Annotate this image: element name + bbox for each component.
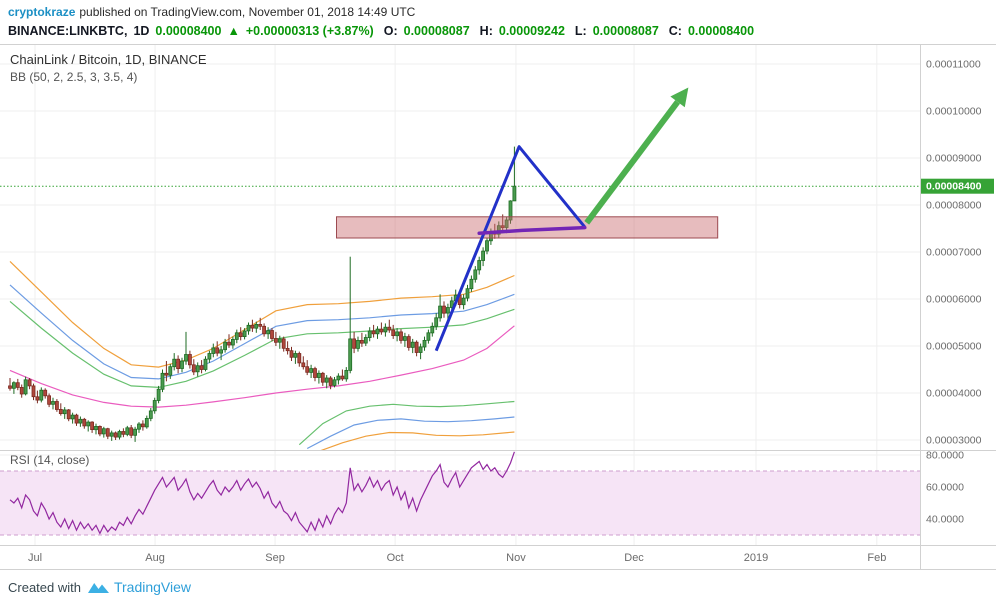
created-with-text: Created with <box>8 579 81 595</box>
tradingview-brand-text: TradingView <box>113 579 192 595</box>
band-bb-lower-blue <box>306 416 515 450</box>
tradingview-link[interactable]: TradingView <box>87 579 192 595</box>
zigzag-drawing[interactable] <box>434 145 586 352</box>
close-value: 0.00008400 <box>687 24 755 38</box>
svg-text:Jul: Jul <box>28 552 42 564</box>
svg-text:0.00008000: 0.00008000 <box>926 200 982 212</box>
band-bb-lower-orange <box>320 431 515 450</box>
high-label: H: <box>479 24 493 38</box>
svg-text:0.00004000: 0.00004000 <box>926 388 982 400</box>
svg-text:Feb: Feb <box>867 552 886 564</box>
arrow-head-icon <box>670 87 689 108</box>
bb-indicator-label: BB (50, 2, 2.5, 3, 3.5, 4) <box>10 70 138 84</box>
time-axis[interactable]: Jul Aug Sep Oct Nov Dec 2019 Feb <box>28 552 886 564</box>
chart-area[interactable]: 0.00011000 0.00010000 0.00009000 0.00008000… <box>0 44 996 570</box>
svg-text:Dec: Dec <box>624 552 644 564</box>
chart-title: ChainLink / Bitcoin, 1D, BINANCE <box>10 52 207 67</box>
last-price-badge <box>921 178 994 194</box>
open-value: 0.00008087 <box>403 24 470 38</box>
main-pane[interactable] <box>0 87 920 452</box>
candles-layer <box>8 146 517 442</box>
svg-text:Aug: Aug <box>145 552 165 564</box>
svg-text:0.00008400: 0.00008400 <box>926 181 982 193</box>
footer: Created with TradingView <box>0 570 996 604</box>
rsi-indicator-label: RSI (14, close) <box>10 453 90 467</box>
low-value: 0.00008087 <box>592 24 659 38</box>
chart-canvas[interactable]: 0.00011000 0.00010000 0.00009000 0.00008000… <box>0 44 996 570</box>
svg-text:0.00009000: 0.00009000 <box>926 153 982 165</box>
close-label: C: <box>668 24 682 38</box>
last-price-text: 0.00008400 <box>155 24 222 38</box>
svg-text:0.00006000: 0.00006000 <box>926 294 982 306</box>
svg-text:0.00003000: 0.00003000 <box>926 435 982 447</box>
svg-text:40.0000: 40.0000 <box>926 514 964 526</box>
band-bb-upper-blue <box>9 284 515 380</box>
username-link[interactable]: cryptokraze <box>8 5 76 19</box>
up-arrow-icon: ▲ <box>227 24 240 38</box>
svg-text:60.0000: 60.0000 <box>926 482 964 494</box>
rsi-line <box>9 451 515 535</box>
tradingview-logo-icon <box>87 582 109 593</box>
pane-separators <box>0 44 996 570</box>
arrow-drawing[interactable] <box>584 100 680 225</box>
svg-text:Oct: Oct <box>387 552 404 564</box>
open-label: O: <box>383 24 398 38</box>
svg-text:Nov: Nov <box>506 552 526 564</box>
publish-info: published on TradingView.com, November 0… <box>79 5 416 19</box>
symbol-bar: BINANCE:LINKBTC, 1D 0.00008400 ▲ +0.0000… <box>0 22 996 44</box>
publish-header: cryptokraze published on TradingView.com… <box>0 0 996 22</box>
resistance-zone-rect[interactable] <box>336 216 719 239</box>
interval-label: 1D <box>133 24 150 38</box>
svg-text:2019: 2019 <box>744 552 768 564</box>
svg-text:0.00011000: 0.00011000 <box>926 59 981 71</box>
band-bb-magenta <box>9 325 515 408</box>
svg-text:80.0000: 80.0000 <box>926 450 964 462</box>
svg-text:0.00007000: 0.00007000 <box>926 247 982 259</box>
band-bb-lower-green <box>298 400 515 446</box>
low-label: L: <box>574 24 587 38</box>
band-bb-upper-green <box>9 300 515 389</box>
symbol-name: BINANCE:LINKBTC, <box>8 24 128 38</box>
svg-text:0.00005000: 0.00005000 <box>926 341 982 353</box>
rsi-pane[interactable] <box>0 451 920 536</box>
svg-text:0.00010000: 0.00010000 <box>926 106 982 118</box>
price-axis[interactable]: 0.00011000 0.00010000 0.00009000 0.00008000… <box>921 59 994 526</box>
svg-text:Sep: Sep <box>265 552 285 564</box>
price-change-text: +0.00000313 (+3.87%) <box>245 24 374 38</box>
trendline-drawing[interactable] <box>477 225 587 235</box>
high-value: 0.00009242 <box>498 24 565 38</box>
